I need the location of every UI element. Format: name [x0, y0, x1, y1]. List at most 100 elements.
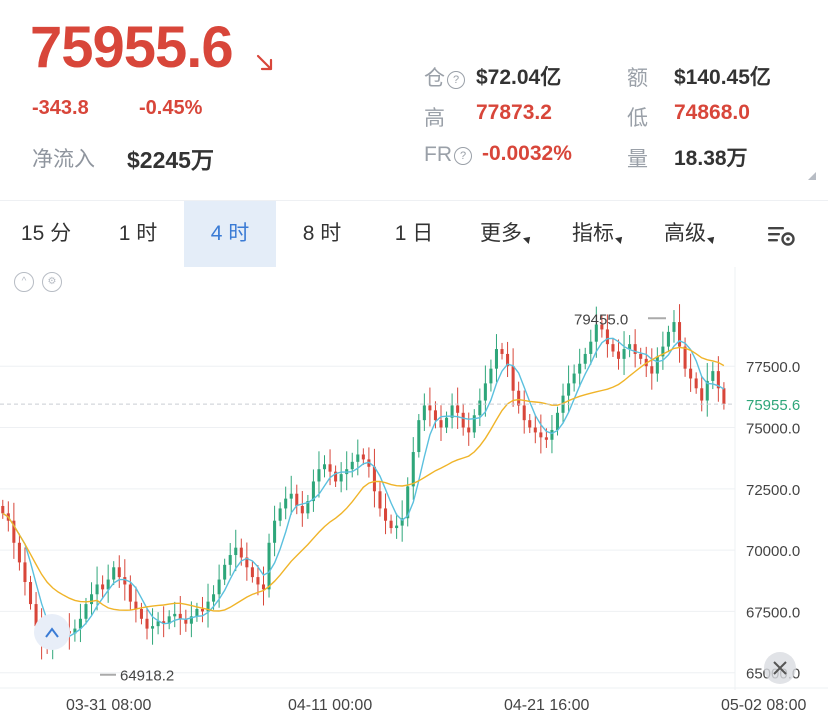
candle-body	[555, 412, 560, 430]
candle-body	[422, 405, 426, 421]
candle-body	[705, 380, 709, 401]
candle-body	[134, 601, 138, 609]
candle-body	[234, 547, 238, 556]
candle-body	[655, 356, 659, 374]
tab-indicators-label: 指标	[572, 222, 614, 245]
candle-body	[289, 493, 293, 499]
candle-body	[639, 353, 643, 359]
candle-body	[589, 341, 593, 354]
candle-body	[572, 373, 576, 384]
candle-body	[722, 388, 726, 405]
ma-fast-line	[2, 337, 725, 640]
price-change: -343.8	[32, 97, 89, 119]
candle-body	[78, 618, 82, 629]
indicator-settings-icon[interactable]: ⚙	[42, 272, 62, 292]
candle-body	[483, 383, 487, 401]
candle-body	[278, 508, 282, 521]
collapse-indicators-icon[interactable]: ^	[14, 272, 34, 292]
candle-body	[500, 349, 504, 354]
candle-body	[311, 481, 315, 502]
candle-body	[622, 349, 626, 359]
candle-body	[178, 613, 182, 619]
candle-body	[128, 584, 132, 602]
candle-body	[489, 368, 493, 384]
candle-body	[245, 557, 249, 568]
scroll-left-icon	[45, 627, 59, 638]
candle-body	[528, 420, 532, 428]
candle-body	[356, 454, 360, 462]
candle-body	[334, 471, 338, 482]
current-price-label: 75955.6	[746, 397, 800, 414]
tab-advanced[interactable]: 高级	[644, 201, 736, 267]
candle-body	[145, 618, 149, 629]
net-inflow-value: $2245万	[127, 147, 214, 173]
tab-indicators[interactable]: 指标	[552, 201, 644, 267]
tab-8h[interactable]: 8 时	[302, 222, 342, 245]
candle-body	[544, 437, 548, 440]
turnover-label: 额	[627, 67, 648, 90]
candle-body	[34, 604, 38, 627]
tab-4h[interactable]: 4 时	[184, 201, 276, 267]
x-axis-tick: 05-02 08:00	[721, 697, 807, 714]
chart-settings-icon[interactable]	[766, 222, 796, 248]
candle-body	[511, 366, 515, 391]
x-axis-tick: 04-21 16:00	[504, 697, 590, 714]
tab-more-label: 更多	[480, 222, 522, 245]
tab-1h[interactable]: 1 时	[118, 222, 158, 245]
candle-body	[73, 628, 77, 634]
volume-label: 量	[627, 148, 648, 171]
candle-body	[167, 616, 171, 624]
high-value: 77873.2	[476, 101, 552, 124]
tab-1d[interactable]: 1 日	[394, 222, 434, 245]
x-axis-tick: 04-11 00:00	[288, 697, 372, 714]
candle-body	[578, 363, 582, 374]
y-axis-tick: 70000.0	[746, 543, 800, 560]
candle-body	[361, 454, 365, 460]
candle-body	[284, 498, 288, 509]
tab-more[interactable]: 更多	[460, 201, 552, 267]
net-inflow-label: 净流入	[32, 148, 95, 171]
dropdown-caret-icon	[707, 234, 717, 244]
candle-body	[567, 383, 571, 396]
candle-body	[633, 344, 637, 354]
candle-body	[350, 461, 354, 470]
candle-body	[223, 564, 227, 580]
candle-body	[17, 542, 21, 563]
dropdown-caret-icon	[523, 234, 533, 244]
candle-body	[583, 353, 587, 364]
candle-body	[200, 608, 204, 612]
candle-body	[378, 491, 382, 509]
candle-body	[517, 390, 521, 406]
candle-body	[450, 405, 454, 418]
candle-body	[433, 410, 437, 421]
candle-body	[711, 371, 715, 381]
candle-body	[123, 577, 127, 585]
candle-body	[184, 618, 188, 624]
candle-body	[700, 388, 704, 401]
open-interest-label[interactable]: 仓?	[424, 62, 465, 92]
candle-body	[212, 594, 216, 602]
help-icon[interactable]: ?	[447, 71, 465, 89]
candle-body	[1, 505, 5, 514]
candle-body	[139, 608, 143, 619]
price-chart[interactable]: 77500.075000.072500.070000.067500.065000…	[0, 267, 828, 718]
ma-slow-line	[2, 346, 725, 612]
candle-body	[650, 366, 654, 374]
candle-body	[672, 322, 676, 332]
scroll-left-button[interactable]	[34, 614, 70, 650]
funding-rate-label-text: FR	[424, 143, 452, 166]
dropdown-caret-icon	[615, 234, 625, 244]
help-icon[interactable]: ?	[454, 147, 472, 165]
collapse-toggle-icon[interactable]	[806, 170, 818, 182]
turnover-value: $140.45亿	[674, 66, 771, 89]
candle-body	[400, 518, 404, 526]
funding-rate-label[interactable]: FR?	[424, 143, 472, 167]
open-interest-value: $72.04亿	[476, 66, 562, 89]
candle-body	[550, 429, 554, 440]
candle-body	[322, 464, 327, 470]
candle-body	[522, 405, 526, 421]
candle-body	[256, 577, 260, 585]
candle-body	[112, 567, 116, 580]
tab-15m[interactable]: 15 分	[20, 222, 72, 245]
y-axis-tick: 75000.0	[746, 421, 800, 438]
